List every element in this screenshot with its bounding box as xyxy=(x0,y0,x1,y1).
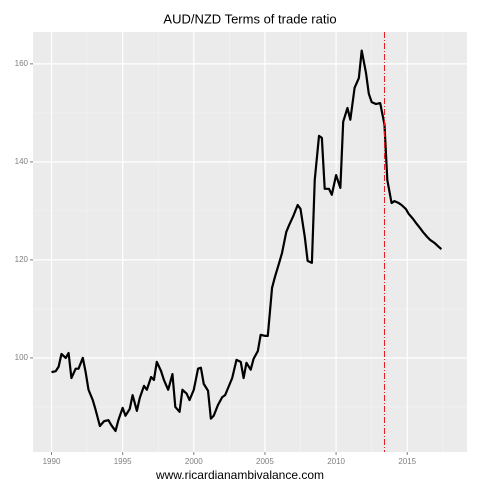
x-tick-label: 1995 xyxy=(114,457,132,466)
x-tick-label: 2005 xyxy=(256,457,274,466)
chart-title: AUD/NZD Terms of trade ratio xyxy=(163,11,336,26)
x-tick-label: 2010 xyxy=(327,457,345,466)
x-tick-label: 2015 xyxy=(398,457,416,466)
y-tick-label: 140 xyxy=(15,157,29,166)
y-tick-label: 100 xyxy=(15,353,29,362)
data-line xyxy=(51,49,443,433)
y-tick-label: 160 xyxy=(15,59,29,68)
y-tick-label: 120 xyxy=(15,255,29,264)
plot-panel xyxy=(33,32,467,452)
x-tick-label: 1990 xyxy=(43,457,61,466)
x-axis-label: www.ricardianambivalance.com xyxy=(155,468,324,480)
x-tick-label: 2000 xyxy=(185,457,203,466)
